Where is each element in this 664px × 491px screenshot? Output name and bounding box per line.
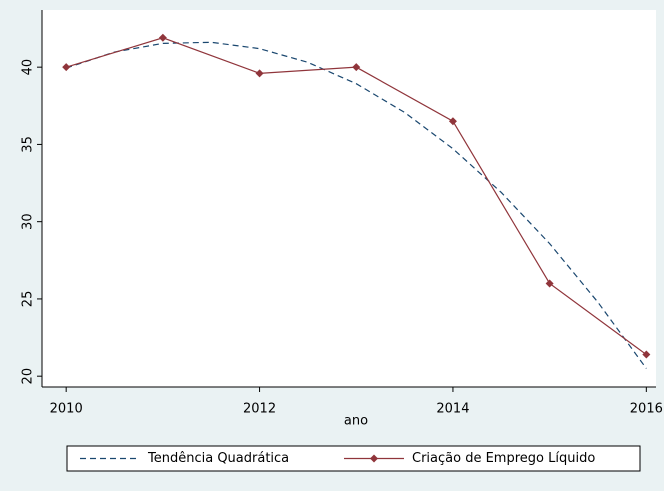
plot-area [42, 10, 656, 387]
data-point [448, 117, 457, 126]
y-tick-label: 25 [21, 291, 36, 308]
data-point [545, 279, 554, 288]
x-tick-label: 2010 [50, 402, 83, 417]
data-point [62, 63, 71, 72]
legend-marker [370, 454, 378, 463]
x-tick-label: 2014 [436, 402, 469, 417]
legend-label: Tendência Quadrática [147, 451, 289, 466]
y-tick-label: 35 [21, 136, 36, 153]
x-tick-label: 2016 [630, 402, 663, 417]
legend-label: Criação de Emprego Líquido [412, 451, 595, 466]
data-point [352, 63, 361, 72]
y-tick-label: 40 [21, 59, 36, 76]
y-tick-label: 30 [21, 213, 36, 230]
y-tick-label: 20 [21, 368, 36, 385]
data-point [642, 350, 651, 359]
series-line [65, 41, 647, 369]
data-point [255, 69, 264, 78]
data-point [158, 33, 167, 42]
x-tick-label: 2012 [243, 402, 276, 417]
x-axis-title: ano [344, 414, 368, 429]
